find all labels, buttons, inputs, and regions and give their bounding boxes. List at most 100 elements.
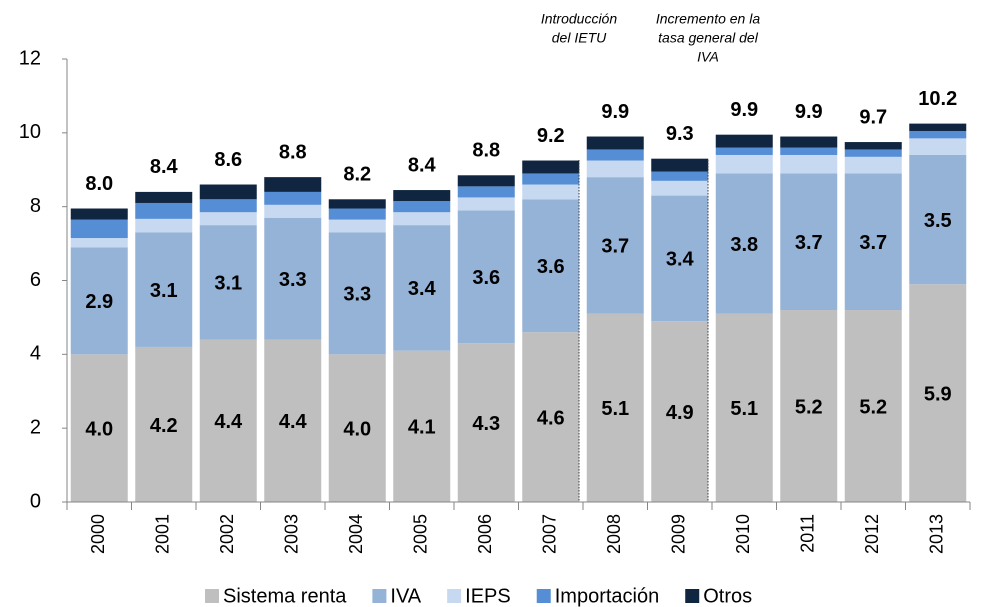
bar-segment bbox=[715, 173, 773, 314]
bar-segment bbox=[393, 225, 451, 351]
bar-segment bbox=[522, 332, 580, 502]
bar-segment bbox=[70, 354, 128, 502]
data-label: 3.3 bbox=[279, 269, 307, 291]
bar-segment bbox=[715, 134, 773, 148]
y-tick-label: 8 bbox=[30, 195, 41, 217]
x-tick-label: 2003 bbox=[282, 514, 302, 554]
x-tick-label: 2001 bbox=[153, 514, 173, 554]
bar-segment bbox=[844, 156, 902, 174]
bar-segment bbox=[909, 123, 967, 131]
bar-segment bbox=[328, 354, 386, 502]
bar-segment bbox=[844, 149, 902, 157]
data-label: 4.9 bbox=[666, 402, 694, 424]
bar-segment bbox=[135, 191, 193, 203]
data-label: 3.8 bbox=[730, 234, 758, 256]
annotation: IVA bbox=[697, 49, 719, 65]
data-label: 4.1 bbox=[408, 417, 436, 439]
bar-segment bbox=[715, 147, 773, 155]
bar-segment bbox=[70, 247, 128, 355]
bar-segment bbox=[844, 173, 902, 311]
bar-segment bbox=[780, 310, 838, 502]
x-tick-label: 2013 bbox=[927, 514, 947, 554]
data-label: 3.6 bbox=[472, 267, 500, 289]
data-label: 4.0 bbox=[343, 418, 371, 440]
data-label: 3.4 bbox=[666, 249, 695, 271]
legend-label: Sistema renta bbox=[223, 585, 347, 607]
bar-segment bbox=[264, 339, 322, 502]
data-label: 2.9 bbox=[85, 291, 113, 313]
bar-segment bbox=[586, 313, 644, 502]
total-label: 8.4 bbox=[150, 156, 179, 178]
bar-segment bbox=[135, 218, 193, 233]
total-label: 9.2 bbox=[537, 125, 565, 147]
bar-segment bbox=[522, 160, 580, 174]
bar-segment bbox=[780, 136, 838, 148]
bar-segment bbox=[457, 186, 515, 198]
x-tick-label: 2006 bbox=[475, 514, 495, 554]
x-tick-label: 2005 bbox=[411, 514, 431, 554]
legend-swatch bbox=[205, 589, 219, 603]
bar-segment bbox=[522, 199, 580, 333]
bar-segment bbox=[715, 313, 773, 502]
data-label: 3.6 bbox=[537, 256, 565, 278]
bar-segment bbox=[135, 232, 193, 347]
bar-segment bbox=[844, 142, 902, 150]
bar-segment bbox=[199, 225, 257, 340]
data-label: 5.9 bbox=[924, 383, 952, 405]
data-label: 5.1 bbox=[601, 398, 629, 420]
bar-segment bbox=[70, 208, 128, 220]
x-tick-label: 2002 bbox=[217, 514, 237, 554]
data-label: 4.0 bbox=[85, 418, 113, 440]
bar-segment bbox=[780, 147, 838, 155]
data-label: 3.1 bbox=[214, 273, 242, 295]
total-label: 9.3 bbox=[666, 123, 694, 145]
total-label: 8.0 bbox=[85, 173, 113, 195]
data-label: 5.2 bbox=[859, 396, 887, 418]
total-label: 10.2 bbox=[918, 88, 957, 110]
x-tick-label: 2011 bbox=[798, 514, 818, 553]
data-label: 3.3 bbox=[343, 284, 371, 306]
x-tick-label: 2009 bbox=[669, 514, 689, 554]
bar-segment bbox=[328, 199, 386, 209]
bar-segment bbox=[457, 210, 515, 344]
bar-segment bbox=[328, 219, 386, 233]
bar-segment bbox=[780, 173, 838, 311]
bar-segment bbox=[135, 202, 193, 219]
total-label: 8.6 bbox=[214, 149, 242, 171]
legend-swatch bbox=[536, 589, 551, 603]
x-tick-label: 2007 bbox=[540, 514, 560, 554]
data-label: 5.2 bbox=[795, 396, 823, 418]
x-tick-label: 2004 bbox=[346, 514, 366, 554]
bar-segment bbox=[457, 343, 515, 502]
annotation: del IETU bbox=[552, 30, 607, 46]
bar-segment bbox=[264, 177, 322, 192]
bar-segment bbox=[70, 219, 128, 239]
bar-segment bbox=[651, 180, 709, 196]
bar-segment bbox=[651, 171, 709, 181]
bar-segment bbox=[199, 339, 257, 502]
data-label: 4.6 bbox=[537, 407, 565, 429]
bar-segment bbox=[264, 191, 322, 205]
bar-segment bbox=[780, 154, 838, 174]
y-tick-label: 0 bbox=[30, 490, 41, 512]
legend-label: IVA bbox=[390, 585, 421, 607]
bar-segment bbox=[522, 184, 580, 200]
y-tick-label: 12 bbox=[19, 47, 41, 69]
bar-segment bbox=[264, 204, 322, 218]
data-label: 4.4 bbox=[279, 411, 308, 433]
data-label: 3.7 bbox=[601, 236, 629, 258]
total-label: 9.7 bbox=[859, 106, 887, 128]
y-tick-label: 6 bbox=[30, 269, 41, 291]
total-label: 8.4 bbox=[408, 154, 437, 176]
data-label: 4.2 bbox=[150, 415, 178, 437]
bar-segment bbox=[199, 199, 257, 213]
data-label: 3.7 bbox=[795, 232, 823, 254]
data-label: 3.1 bbox=[150, 280, 178, 302]
annotation: tasa general del bbox=[658, 30, 759, 46]
total-label: 9.9 bbox=[795, 101, 823, 123]
bar-segment bbox=[651, 158, 709, 172]
bar-segment bbox=[457, 197, 515, 211]
bar-segment bbox=[328, 208, 386, 220]
bar-segment bbox=[393, 350, 451, 502]
bar-segment bbox=[909, 154, 967, 285]
